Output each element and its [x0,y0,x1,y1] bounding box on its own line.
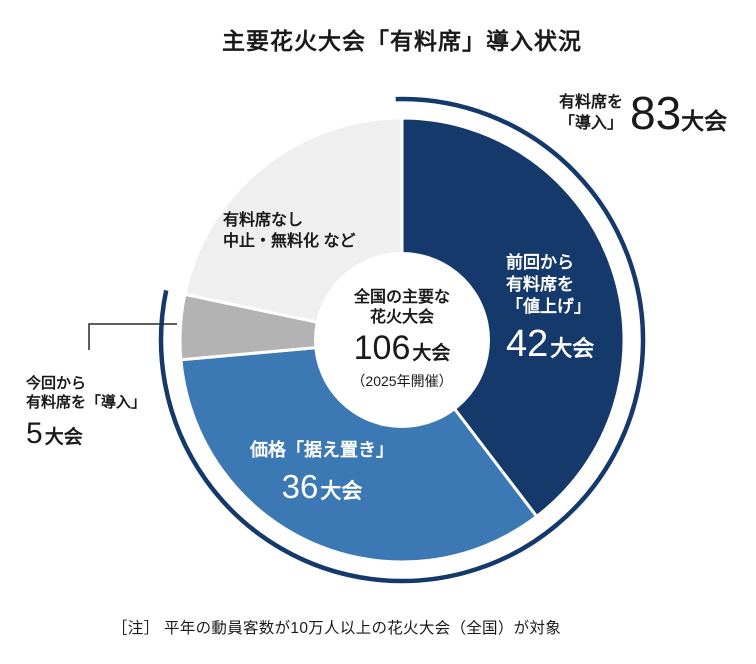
unit-83: 大会 [681,108,728,134]
value-83: 83 [630,87,682,139]
value-slice-price-kept: 36 大会 [222,470,422,505]
value-5: 5 [26,417,43,450]
label-slice-newly-introduced: 今回から 有料席を「導入」 5 大会 [26,375,147,450]
unit-36: 大会 [320,480,363,503]
label-paid-seats-introduced: 有料席を 「導入」 83 大会 [545,90,727,136]
outer-arc-paid-seats [158,96,646,584]
value-slice-price-raised: 42 大会 [506,325,594,363]
value-106: 106 [353,329,411,367]
pie-slice-0 [400,116,626,518]
label-donut-center-total: 全国の主要な 花火大会 106 大会 （2025年開催） [302,288,502,391]
unit-42: 大会 [550,336,595,361]
value-paid-seats-introduced: 83 大会 [630,90,727,136]
label-year-note: （2025年開催） [351,373,453,389]
unit-106: 大会 [412,343,451,364]
label-paid-seats-introduced-text: 有料席を 「導入」 [558,94,623,132]
value-total: 106 大会 [302,331,502,365]
footnote: ［注］ 平年の動員客数が10万人以上の花火大会（全国）が対象 [112,620,562,637]
pie-slice-1 [179,338,539,564]
donut-hole [314,252,490,428]
label-slice-no-paid-seats: 有料席なし 中止・無料化 など [223,212,356,250]
value-42: 42 [506,323,549,365]
chart-title: 主要花火大会「有料席」導入状況 [222,28,582,54]
unit-5: 大会 [44,427,83,448]
value-36: 36 [281,468,319,505]
value-slice-newly-introduced: 5 大会 [26,419,146,449]
leader-line-newly-introduced [88,323,177,350]
label-slice-price-kept: 価格「据え置き」 36 大会 [222,438,422,505]
label-slice-price-raised: 前回から 有料席を 「値上げ」 42 大会 [506,253,595,365]
